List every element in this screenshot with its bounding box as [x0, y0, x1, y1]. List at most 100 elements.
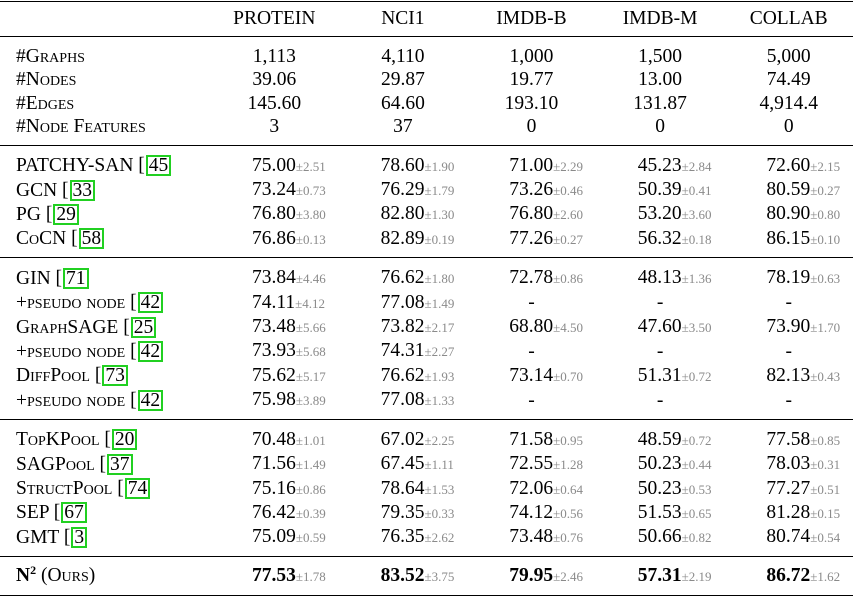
score-std: ±1.33	[424, 393, 455, 409]
citation-link[interactable]: 67	[61, 502, 87, 524]
score-std: ±1.90	[424, 158, 455, 174]
score-std: ±1.93	[424, 368, 455, 384]
citation-link[interactable]: 74	[124, 478, 151, 499]
citation-link[interactable]: 42	[137, 340, 164, 362]
score-cell: 70.48±1.01	[210, 418, 339, 453]
score-mean: 82.80	[380, 203, 425, 225]
score-std: ±1.79	[424, 183, 455, 199]
stat-value: 3	[269, 116, 280, 138]
score-std: ±4.12	[295, 295, 326, 311]
method-name: GraphSAGE	[16, 316, 119, 338]
score-cell: 73.26±0.46	[467, 178, 596, 202]
score-cell: 68.80±4.50	[467, 315, 596, 339]
score-std: ±0.46	[553, 183, 583, 199]
score-mean: 68.80	[509, 316, 554, 338]
score-cell: 76.62±1.93	[339, 364, 468, 388]
score-std: ±0.63	[810, 271, 841, 287]
citation-link[interactable]: 20	[111, 429, 138, 451]
score-std: ±0.85	[810, 432, 841, 448]
citation-link[interactable]: 71	[63, 267, 89, 289]
score-mean: 75.09	[252, 526, 296, 548]
score-mean: 50.23	[637, 453, 682, 475]
score-mean: 83.52	[380, 564, 425, 586]
score-mean: -	[656, 340, 664, 362]
score-cell: 80.74±0.54	[724, 525, 853, 556]
citation-link[interactable]: 45	[145, 155, 172, 177]
score-cell: 79.35±0.33	[339, 501, 468, 525]
score-std: ±2.84	[681, 158, 712, 174]
method-name: PG	[16, 203, 41, 225]
citation-link[interactable]: 42	[137, 389, 164, 411]
score-cell: 71.00±2.29	[467, 144, 596, 179]
score-std: ±1.28	[553, 457, 583, 473]
score-cell: 73.14±0.70	[467, 364, 596, 388]
method-name: GIN	[16, 267, 51, 289]
citation-link[interactable]: 3	[71, 526, 88, 548]
stat-value: 74.49	[766, 69, 811, 91]
score-std: ±2.15	[810, 158, 841, 174]
score-std: ±2.60	[553, 207, 583, 223]
score-mean: 79.35	[380, 501, 425, 523]
stats-row: #Node Features 3 37 0 0 0	[0, 115, 853, 145]
stat-value: 0	[526, 116, 537, 138]
stat-label: #Nodes	[16, 69, 77, 91]
score-cell: -	[596, 339, 725, 363]
score-mean: 73.93	[252, 340, 296, 362]
score-std: ±0.86	[553, 271, 583, 287]
method-name: +pseudo node	[16, 340, 126, 362]
stat-value: 0	[783, 116, 794, 138]
stat-value: 64.60	[380, 92, 425, 114]
score-mean: 81.28	[766, 501, 811, 523]
score-cell: 73.90±1.70	[724, 315, 853, 339]
score-mean: -	[656, 389, 664, 411]
score-mean: 77.27	[766, 477, 811, 499]
score-std: ±0.15	[810, 505, 841, 521]
score-cell: 77.27±0.51	[724, 477, 853, 501]
score-cell: 73.48±0.76	[467, 525, 596, 556]
score-cell: 86.15±0.10	[724, 227, 853, 258]
method-name-cell: TopKPool [20	[0, 418, 210, 453]
score-cell: -	[596, 291, 725, 315]
method-name: +pseudo node	[16, 389, 126, 411]
stat-value: 39.06	[252, 69, 297, 91]
method-name-cell: SAGPool [37	[0, 452, 210, 476]
citation-link[interactable]: 73	[102, 365, 128, 387]
score-std: ±0.51	[810, 481, 841, 497]
citation-link[interactable]: 42	[137, 292, 164, 314]
citation-link[interactable]: 25	[130, 316, 157, 338]
score-cell: -	[467, 339, 596, 363]
score-mean: 74.11	[252, 291, 296, 313]
score-mean: 57.31	[637, 564, 682, 586]
score-cell: 76.42±0.39	[210, 501, 339, 525]
score-mean: 86.15	[766, 227, 811, 249]
score-cell: 77.58±0.85	[724, 418, 853, 453]
score-mean: 45.23	[637, 154, 682, 176]
score-mean: 76.86	[252, 227, 296, 249]
score-std: ±0.27	[810, 183, 841, 199]
score-mean: 76.62	[380, 267, 425, 289]
method-row: DiffPool [73 75.62±5.17 76.62±1.93 73.14±0.…	[0, 364, 853, 388]
score-cell: 76.86±0.13	[210, 227, 339, 258]
score-std: ±5.66	[295, 320, 326, 336]
score-cell: 73.24±0.73	[210, 178, 339, 202]
score-std: ±1.53	[424, 481, 455, 497]
score-mean: 50.66	[637, 526, 682, 548]
method-name: TopKPool	[16, 429, 100, 451]
method-row: StructPool [74 75.16±0.86 78.64±1.53 72.06±…	[0, 477, 853, 501]
stat-value: 13.00	[638, 69, 683, 91]
score-std: ±3.89	[295, 393, 326, 409]
score-cell: 76.80±2.60	[467, 202, 596, 226]
citation-link[interactable]: 58	[78, 228, 105, 250]
score-mean: 73.24	[252, 179, 296, 201]
citation-link[interactable]: 37	[107, 453, 133, 475]
score-mean: 73.14	[509, 364, 554, 386]
ours-row: N2 (Ours) 77.53±1.78 83.52±3.75 79.95±2.46 5…	[0, 555, 853, 596]
method-name: +pseudo node	[16, 292, 126, 314]
score-mean: 76.62	[380, 364, 425, 386]
score-mean: -	[785, 292, 792, 314]
citation-link[interactable]: 29	[53, 203, 79, 225]
method-row: PG [29 76.80±3.80 82.80±1.30 76.80±2.60 53.2…	[0, 202, 853, 226]
citation-link[interactable]: 33	[69, 179, 96, 201]
score-cell: 50.39±0.41	[596, 178, 725, 202]
score-cell: 74.11±4.12	[210, 291, 339, 315]
